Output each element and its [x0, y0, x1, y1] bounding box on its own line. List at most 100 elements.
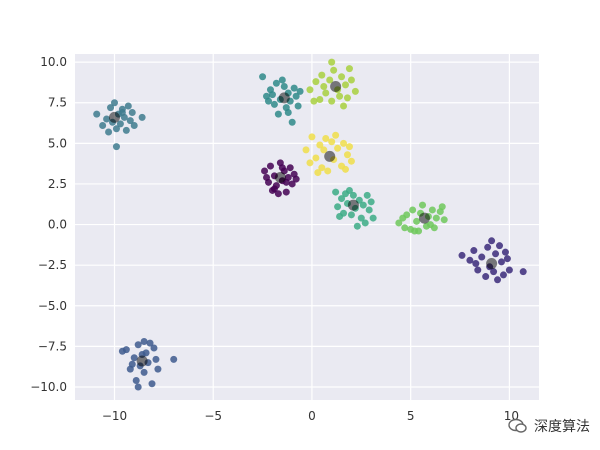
data-point [288, 180, 296, 188]
cluster-center [274, 171, 286, 183]
data-point [263, 173, 271, 181]
x-tick-label: −10 [102, 409, 127, 423]
data-point [140, 338, 148, 346]
data-point [336, 212, 344, 220]
x-tick-label: 5 [407, 409, 415, 423]
data-point [322, 134, 330, 142]
data-point [343, 94, 351, 102]
data-point [336, 92, 344, 100]
data-point [134, 341, 142, 349]
data-point [292, 92, 300, 100]
data-point [326, 76, 334, 84]
data-point [306, 86, 314, 94]
data-point [118, 347, 126, 355]
data-point [126, 117, 134, 125]
data-point [290, 84, 298, 92]
data-point [170, 355, 178, 363]
data-point [274, 110, 282, 118]
cluster-center [486, 258, 498, 270]
data-point [367, 198, 375, 206]
x-tick-label: −5 [204, 409, 222, 423]
data-point [345, 143, 353, 151]
data-point [519, 268, 527, 276]
cluster-centers [108, 80, 498, 367]
chat-bubble-icon [508, 418, 527, 433]
watermark-text: 深度算法 [534, 419, 590, 435]
data-point [357, 214, 365, 222]
data-point [130, 121, 138, 129]
data-point [261, 167, 269, 175]
data-point [503, 255, 511, 263]
data-point [107, 104, 115, 112]
y-tick-label: 2.5 [48, 177, 67, 191]
y-tick-label: 10.0 [40, 55, 67, 69]
data-points [93, 58, 527, 391]
data-point [501, 248, 509, 256]
data-point [334, 203, 342, 211]
data-point [426, 221, 434, 229]
data-point [288, 118, 296, 126]
data-point [484, 243, 492, 251]
data-point [332, 188, 340, 196]
data-point [128, 108, 136, 116]
data-point [134, 383, 142, 391]
data-point [318, 71, 326, 79]
data-point [492, 250, 500, 258]
data-point [272, 79, 280, 87]
data-point [278, 164, 286, 172]
cluster-center [347, 199, 359, 211]
data-point [328, 97, 336, 105]
data-point [478, 253, 486, 261]
data-point [140, 368, 148, 376]
data-point [347, 211, 355, 219]
data-point [138, 113, 146, 121]
data-point [130, 354, 138, 362]
data-point [292, 175, 300, 183]
data-point [347, 76, 355, 84]
data-point [499, 271, 507, 279]
data-point [369, 214, 377, 222]
data-point [361, 219, 369, 227]
data-point [154, 365, 162, 373]
cluster-center [330, 80, 342, 92]
data-point [351, 87, 359, 95]
data-point [324, 167, 332, 175]
data-point [466, 256, 474, 264]
data-point [105, 128, 113, 136]
plot-background [75, 54, 539, 400]
data-point [347, 157, 355, 165]
data-point [328, 58, 336, 66]
data-point [150, 344, 158, 352]
data-point [318, 164, 326, 172]
data-point [270, 100, 278, 108]
data-point [343, 151, 351, 159]
data-point [148, 380, 156, 388]
data-point [124, 102, 132, 110]
y-tick-label: −5.0 [38, 299, 67, 313]
y-tick-label: 5.0 [48, 136, 67, 150]
y-tick-label: 7.5 [48, 96, 67, 110]
data-point [266, 162, 274, 170]
data-point [490, 268, 498, 276]
data-point [458, 251, 466, 259]
data-point [116, 120, 124, 128]
data-point [440, 216, 448, 224]
data-point [505, 266, 513, 274]
data-point [284, 108, 292, 116]
data-point [474, 266, 482, 274]
data-point [432, 214, 440, 222]
tick-labels: −10 −5 0 5 10−10.0−7.5−5.0−2.50.02.55.07.510… [30, 55, 519, 423]
data-point [328, 138, 336, 146]
data-point [345, 65, 353, 73]
data-point [470, 247, 478, 255]
data-point [494, 276, 502, 284]
data-point [365, 206, 373, 214]
data-point [93, 110, 101, 118]
data-point [340, 102, 348, 110]
watermark: 深度算法 [508, 416, 590, 436]
x-tick-label: 0 [308, 409, 316, 423]
data-point [330, 66, 338, 74]
data-point [320, 82, 328, 90]
data-point [332, 131, 340, 139]
